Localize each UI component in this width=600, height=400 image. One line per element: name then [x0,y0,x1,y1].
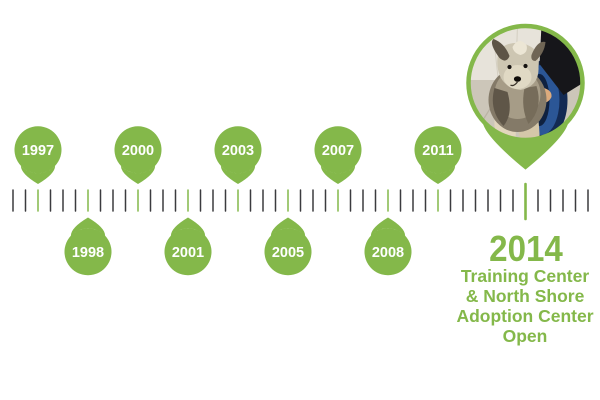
svg-text:2003: 2003 [222,143,254,159]
svg-text:2007: 2007 [322,143,354,159]
svg-text:2000: 2000 [122,143,154,159]
svg-text:1998: 1998 [72,245,104,261]
svg-text:2001: 2001 [172,245,204,261]
svg-text:2008: 2008 [372,245,404,261]
svg-text:2011: 2011 [422,143,453,159]
svg-text:2005: 2005 [272,245,304,261]
svg-text:1997: 1997 [22,143,54,159]
